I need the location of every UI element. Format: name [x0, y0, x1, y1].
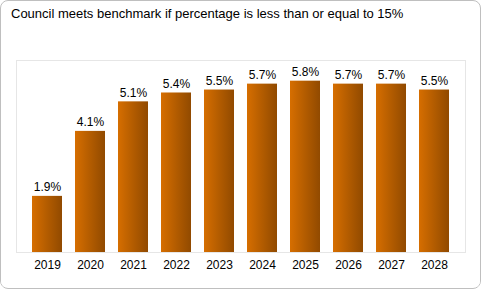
- svg-text:1.9%: 1.9%: [34, 180, 62, 194]
- svg-text:5.1%: 5.1%: [120, 86, 148, 100]
- svg-text:2027: 2027: [378, 258, 405, 272]
- svg-text:5.7%: 5.7%: [335, 68, 363, 82]
- svg-text:2024: 2024: [249, 258, 276, 272]
- svg-text:2023: 2023: [206, 258, 233, 272]
- svg-text:2025: 2025: [292, 258, 319, 272]
- svg-text:2026: 2026: [335, 258, 362, 272]
- svg-text:5.7%: 5.7%: [378, 68, 406, 82]
- html-text:Council meets benchmark if per: Council meets benchmark if percentage is…: [11, 6, 404, 21]
- svg-text:4.1%: 4.1%: [77, 115, 105, 129]
- svg-text:2021: 2021: [120, 258, 147, 272]
- svg-text:5.8%: 5.8%: [292, 65, 320, 79]
- svg-text:2019: 2019: [34, 258, 61, 272]
- svg-text:2020: 2020: [77, 258, 104, 272]
- svg-text:5.5%: 5.5%: [206, 74, 234, 88]
- svg-text:5.5%: 5.5%: [421, 74, 449, 88]
- svg-text:5.4%: 5.4%: [163, 77, 191, 91]
- svg-text:5.7%: 5.7%: [249, 68, 277, 82]
- svg-text:2028: 2028: [421, 258, 448, 272]
- svg-text:2022: 2022: [163, 258, 190, 272]
